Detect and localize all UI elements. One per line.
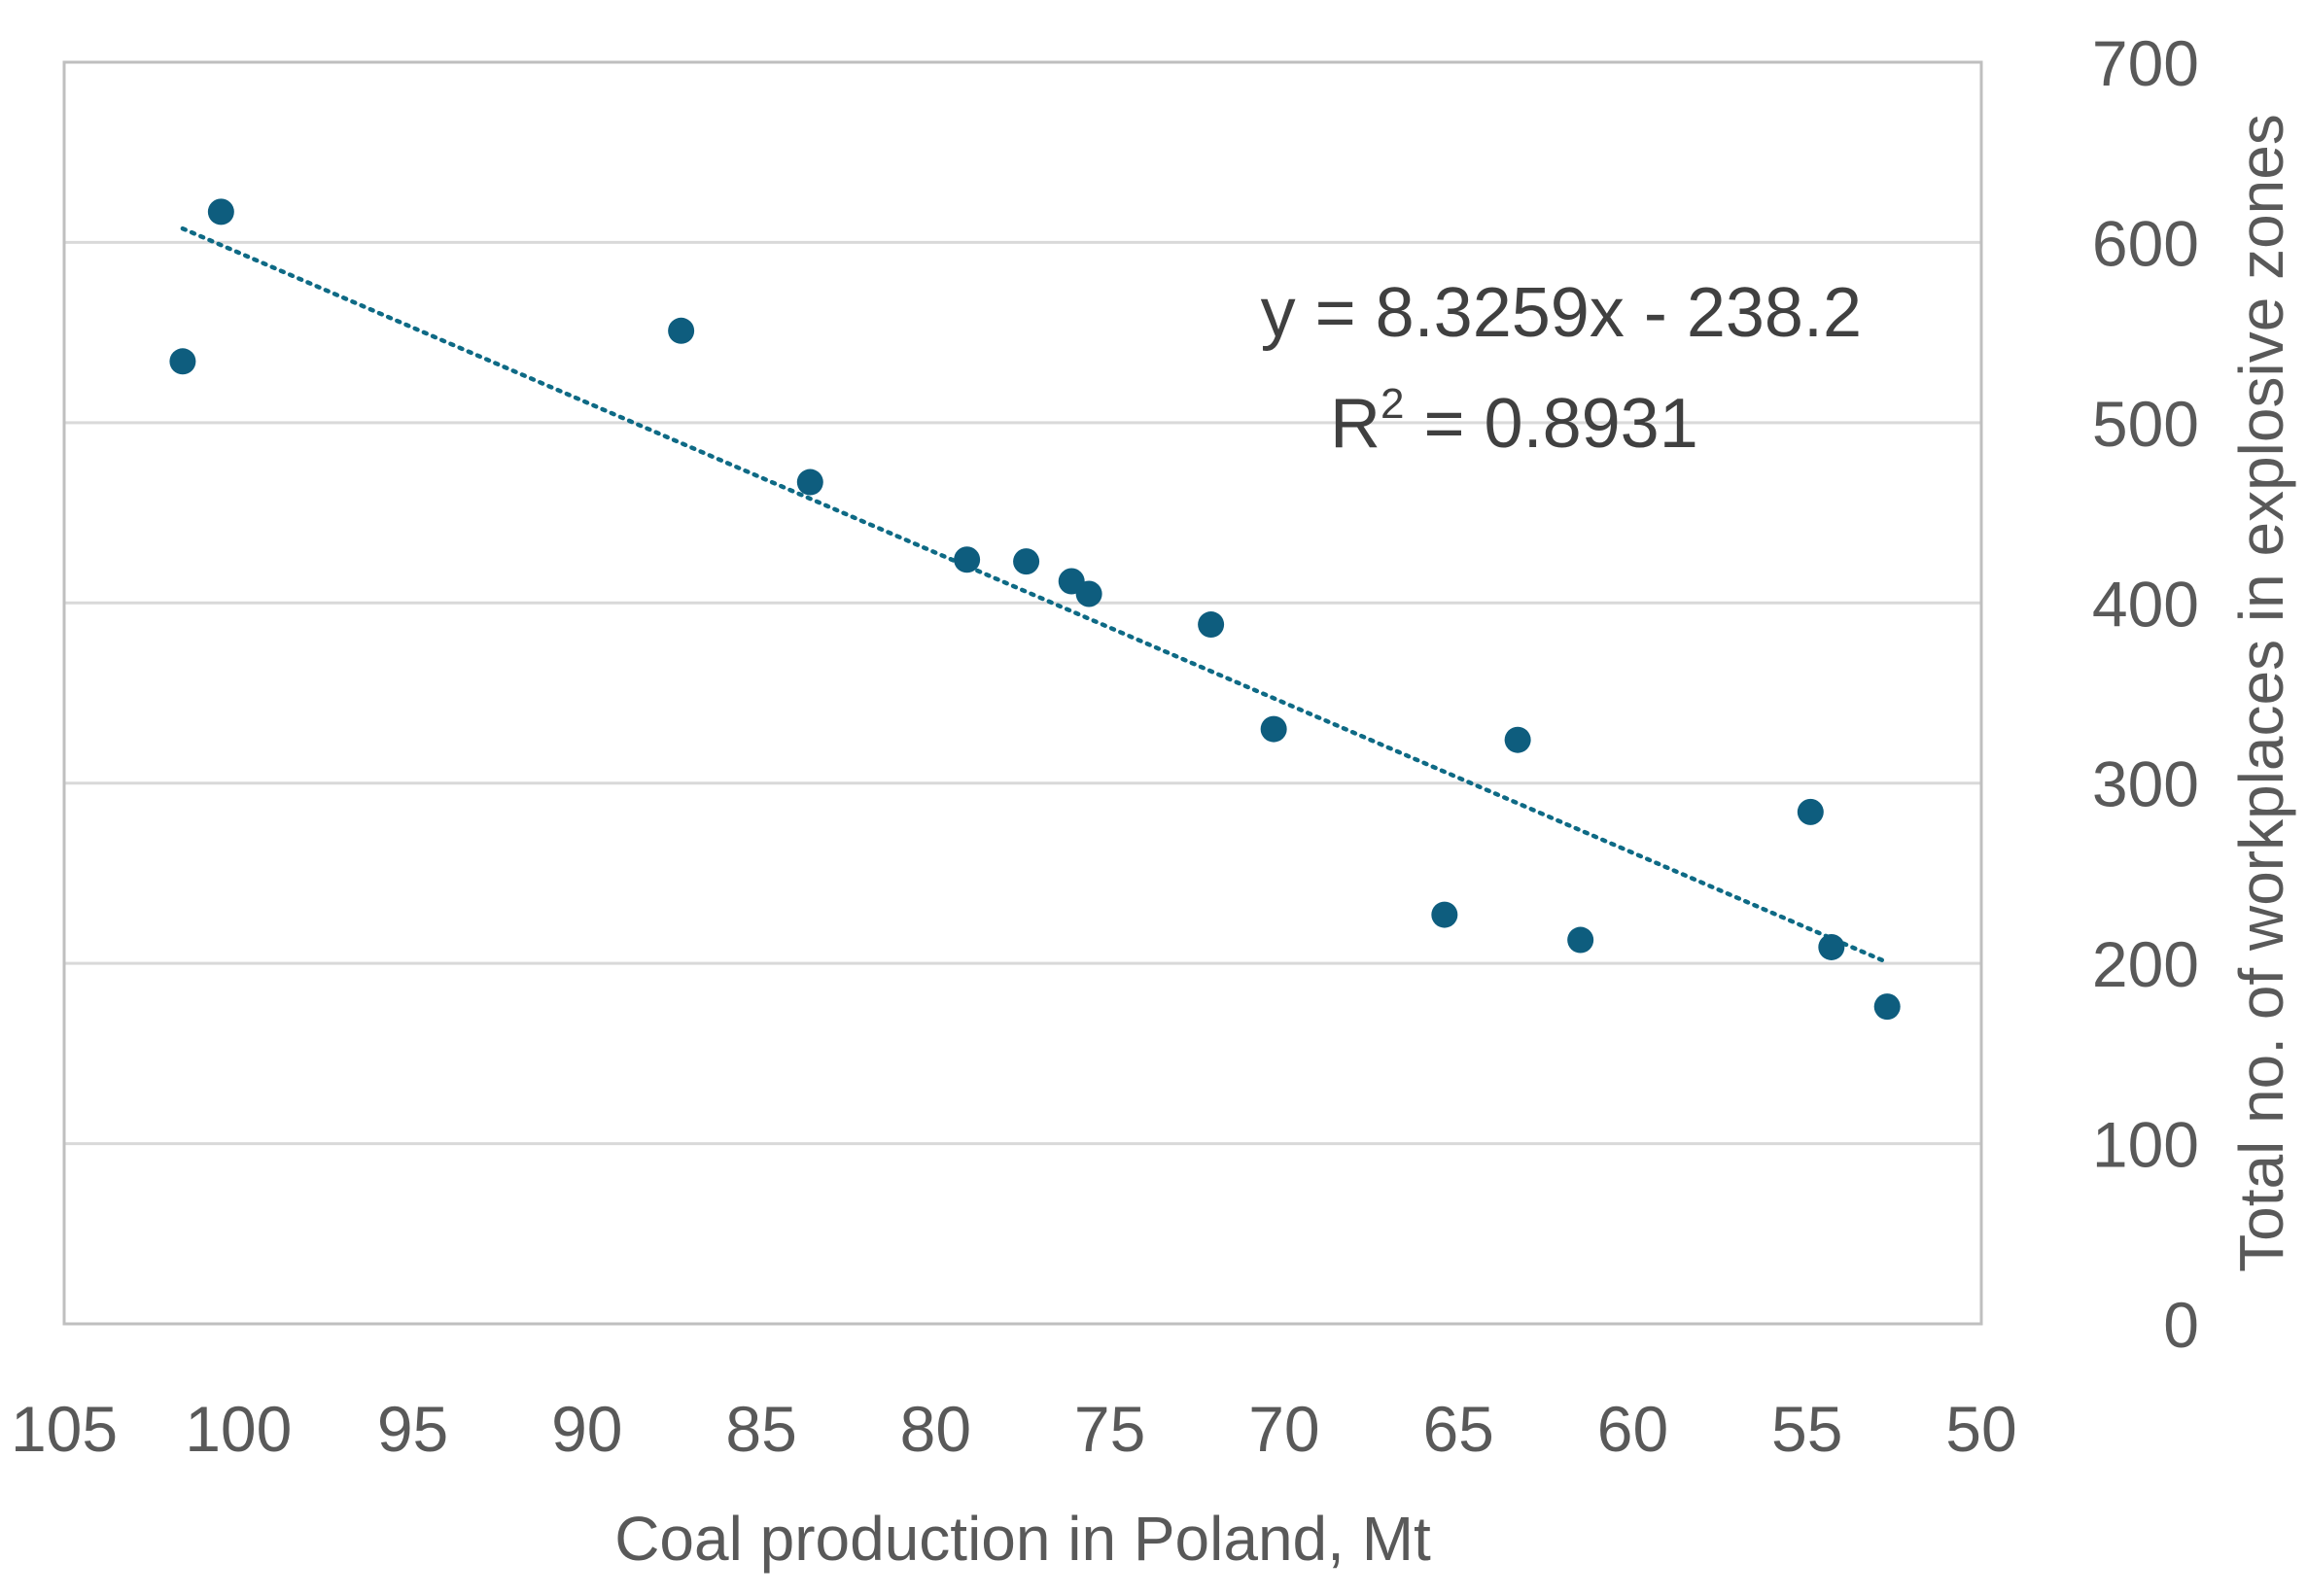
x-tick-label-75: 75 (1074, 1393, 1145, 1465)
r-squared-value: = 0.8931 (1404, 385, 1697, 463)
data-point (207, 198, 234, 226)
x-tick-label-95: 95 (377, 1393, 448, 1465)
data-point (1431, 901, 1458, 928)
x-axis-tick-labels: 105 100 95 90 85 80 75 70 65 60 55 50 (11, 1393, 2017, 1465)
data-point (668, 317, 695, 344)
y-tick-label-0: 0 (2163, 1289, 2199, 1361)
x-tick-label-70: 70 (1248, 1393, 1319, 1465)
y-tick-label-700: 700 (2092, 27, 2199, 99)
y-tick-label-400: 400 (2092, 568, 2199, 640)
data-point (1873, 993, 1901, 1021)
data-point (1198, 611, 1225, 639)
plot-area-frame (62, 60, 1983, 1326)
data-points (169, 198, 1901, 1021)
x-tick-label-90: 90 (551, 1393, 622, 1465)
x-tick-label-80: 80 (900, 1393, 971, 1465)
y-tick-label-600: 600 (2092, 207, 2199, 279)
r-squared-prefix: R (1330, 385, 1381, 463)
data-point (1013, 548, 1040, 575)
x-tick-label-65: 65 (1422, 1393, 1493, 1465)
data-point (1797, 798, 1824, 825)
x-tick-label-60: 60 (1597, 1393, 1668, 1465)
trendline-equation: y = 8.3259x - 238.2 (1261, 274, 1862, 352)
y-tick-label-200: 200 (2092, 928, 2199, 1000)
y-tick-label-500: 500 (2092, 388, 2199, 460)
x-tick-label-85: 85 (725, 1393, 796, 1465)
x-tick-label-50: 50 (1945, 1393, 2016, 1465)
data-point (796, 468, 823, 496)
data-point (1818, 933, 1845, 960)
data-point (1567, 926, 1594, 954)
data-point (169, 348, 196, 375)
y-axis-title: Total no. of workplaces in explosive zon… (2226, 114, 2296, 1272)
data-point (1260, 715, 1287, 743)
data-point (1075, 580, 1102, 607)
y-tick-label-100: 100 (2092, 1109, 2199, 1181)
x-axis-title: Coal production in Poland, Mt (614, 1504, 1431, 1574)
r-squared-label: R2 = 0.8931 (1330, 380, 1698, 463)
data-point (1504, 726, 1531, 753)
y-axis-tick-labels: 0 100 200 300 400 500 600 700 (2092, 27, 2199, 1361)
data-point (954, 546, 981, 573)
trendline (180, 226, 1890, 965)
gridlines (64, 240, 1981, 1146)
x-tick-label-55: 55 (1771, 1393, 1842, 1465)
y-tick-label-300: 300 (2092, 748, 2199, 820)
r-squared-exponent: 2 (1381, 380, 1404, 428)
x-tick-label-100: 100 (185, 1393, 292, 1465)
x-tick-label-105: 105 (11, 1393, 118, 1465)
